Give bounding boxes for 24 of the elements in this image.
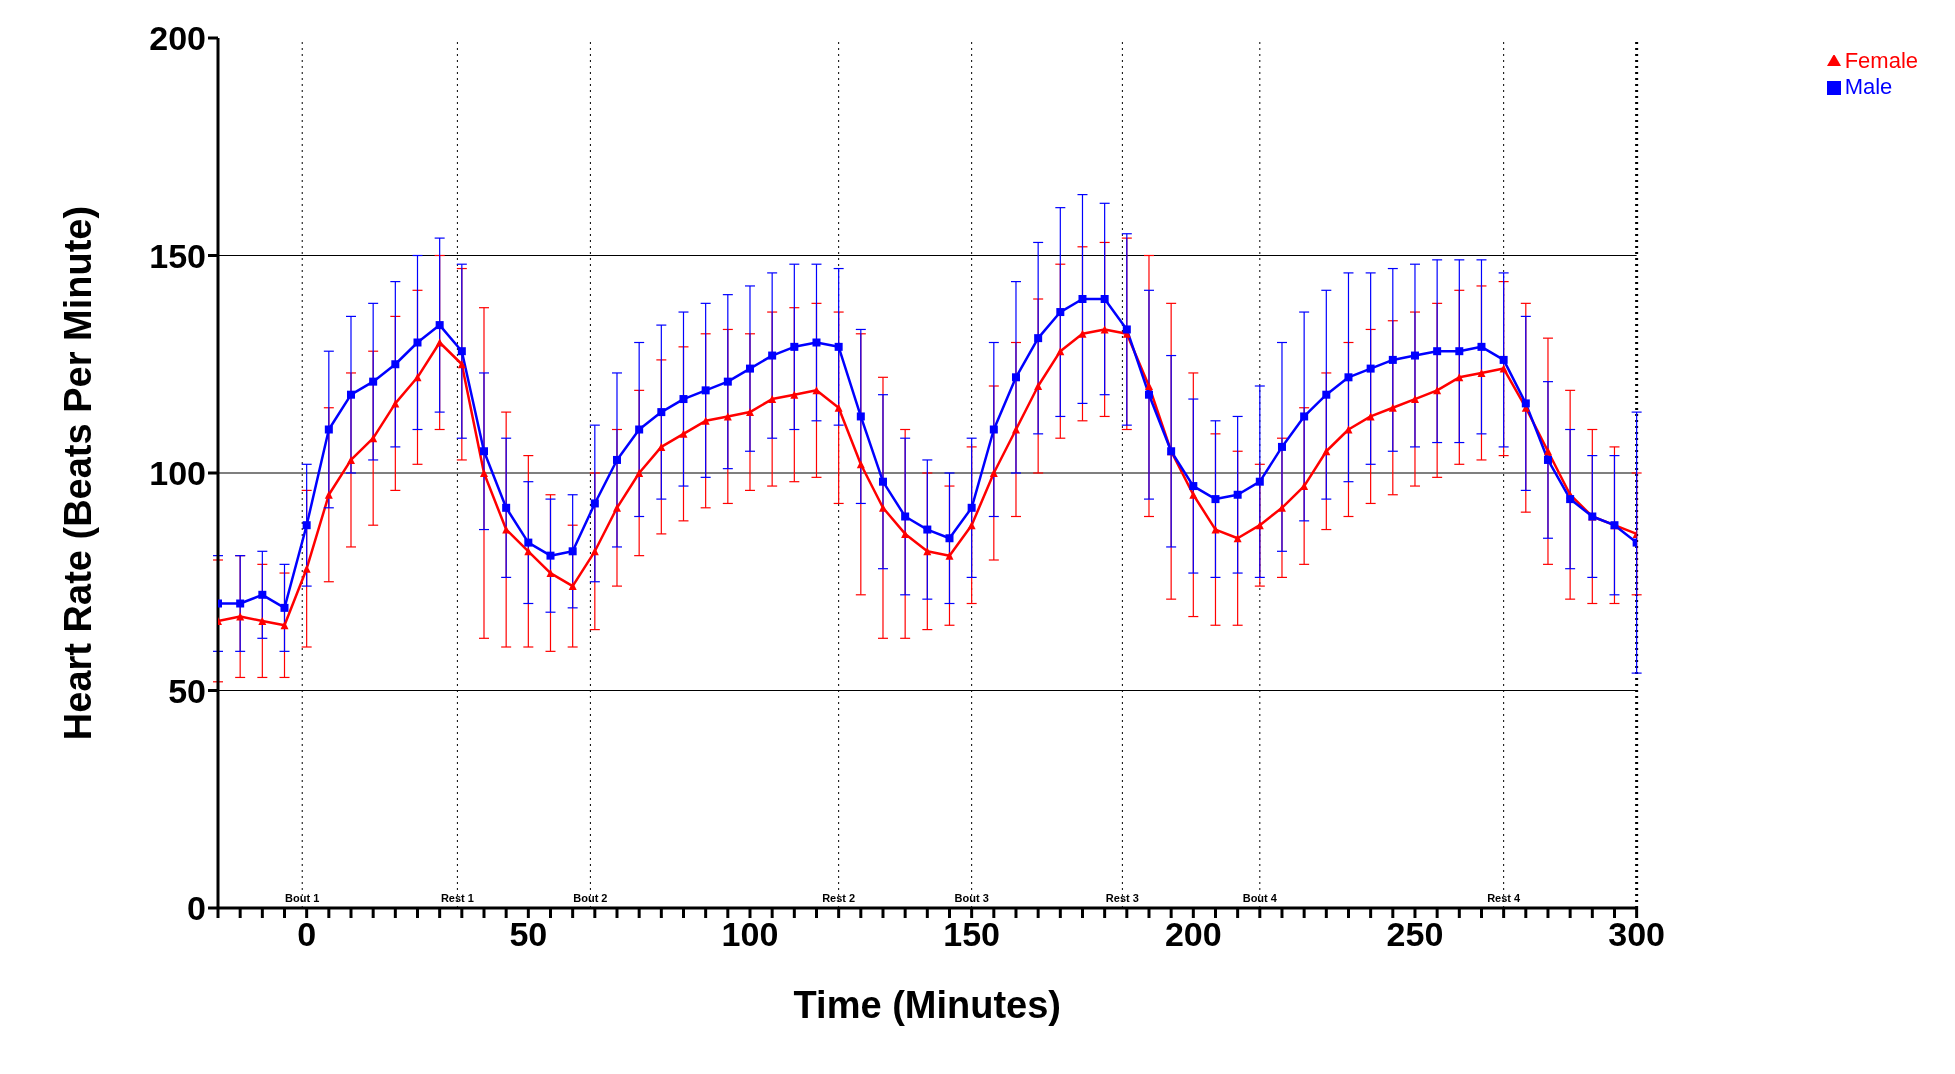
ref-line-label: Bout 3 bbox=[954, 892, 989, 904]
x-axis-title: Time (Minutes) bbox=[793, 984, 1062, 1026]
legend-label: Male bbox=[1844, 74, 1893, 99]
ref-line-label: Bout 2 bbox=[573, 892, 608, 904]
ref-line-label: Rest 1 bbox=[440, 892, 474, 904]
ref-line-label: Bout 1 bbox=[285, 892, 320, 904]
x-tick-label: 100 bbox=[721, 915, 779, 954]
x-tick-label: 200 bbox=[1164, 915, 1222, 954]
ref-line-label: Rest 4 bbox=[1487, 892, 1522, 904]
y-tick-label: 100 bbox=[149, 454, 206, 493]
x-tick-label: 0 bbox=[297, 915, 317, 954]
x-tick-label: 150 bbox=[943, 915, 1001, 954]
y-tick-label: 50 bbox=[168, 671, 206, 710]
ref-line-label: Rest 2 bbox=[822, 892, 856, 904]
y-axis-title: Heart Rate (Beats Per Minute) bbox=[57, 205, 100, 741]
ref-line-label: Rest 3 bbox=[1105, 892, 1139, 904]
ref-line-label: Bout 4 bbox=[1242, 892, 1278, 904]
x-tick-label: 50 bbox=[509, 915, 548, 954]
legend-label: Female bbox=[1844, 48, 1918, 73]
x-tick-label: 300 bbox=[1608, 915, 1666, 954]
x-tick-label: 250 bbox=[1386, 915, 1444, 954]
y-tick-label: 200 bbox=[149, 19, 206, 58]
y-tick-label: 0 bbox=[187, 889, 206, 928]
y-tick-label: 150 bbox=[149, 236, 206, 275]
